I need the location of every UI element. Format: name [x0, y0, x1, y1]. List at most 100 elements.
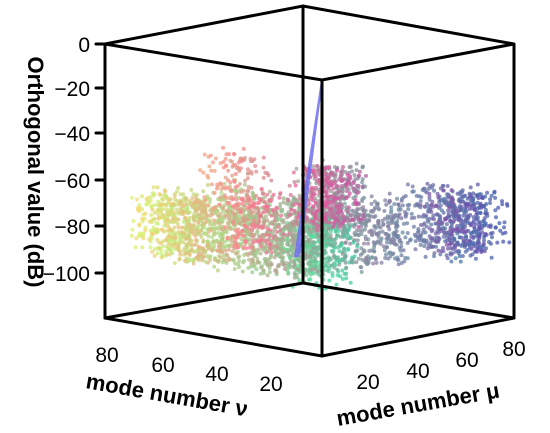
scatter-point [439, 208, 444, 213]
scatter-point [438, 214, 443, 219]
scatter-point [403, 194, 408, 198]
scatter-point [331, 186, 336, 191]
scatter-point [144, 202, 149, 207]
scatter-point [470, 252, 475, 257]
scatter-point [206, 154, 211, 159]
scatter-point [472, 244, 477, 249]
scatter-point [215, 268, 220, 273]
scatter-point [364, 255, 369, 260]
scatter-point [265, 218, 270, 223]
scatter-point [498, 228, 503, 233]
scatter-point [440, 197, 445, 202]
scatter-point [382, 248, 387, 253]
scatter-point [261, 232, 265, 237]
scatter-point [363, 222, 368, 227]
scatter-point [164, 194, 169, 199]
scatter-point [354, 201, 359, 206]
scatter-point [286, 197, 291, 202]
scatter-point [431, 213, 436, 218]
scatter-point [379, 236, 384, 241]
scatter-point [434, 212, 439, 217]
scatter-point [168, 219, 173, 224]
scatter-point [210, 248, 215, 253]
scatter-point [488, 197, 493, 202]
scatter-point [486, 224, 491, 229]
scatter-point [336, 245, 341, 250]
scatter-point [174, 207, 179, 212]
scatter-point [176, 225, 181, 230]
scatter-point [263, 170, 268, 175]
scatter-point [436, 248, 441, 253]
scatter-point [196, 245, 201, 250]
scatter-point [316, 246, 321, 250]
scatter-point [324, 188, 329, 193]
scatter-point [473, 228, 478, 233]
scatter-point [160, 202, 165, 207]
scatter-point [449, 224, 454, 229]
scatter-point [457, 229, 461, 234]
scatter-point [255, 205, 260, 210]
scatter-point [262, 200, 267, 205]
scatter-point [377, 207, 381, 212]
scatter-point [210, 235, 215, 240]
scatter-point [410, 184, 415, 189]
scatter-point [393, 213, 398, 217]
scatter-point [261, 220, 266, 225]
scatter-point [135, 197, 139, 202]
scatter-point [170, 202, 175, 207]
scatter-point [449, 188, 454, 193]
scatter-point [209, 168, 214, 173]
scatter-point [393, 242, 398, 247]
scatter-point [324, 213, 329, 218]
scatter-point [414, 193, 419, 198]
scatter-point [429, 222, 434, 227]
scatter-point [272, 226, 277, 231]
scatter-point [403, 235, 408, 240]
scatter-point [426, 219, 431, 224]
scatter-point [447, 236, 452, 241]
scatter-point [271, 212, 276, 217]
scatter-point [290, 234, 295, 239]
scatter-point [199, 200, 204, 205]
scatter-point [201, 209, 206, 214]
scatter-point [234, 191, 239, 196]
scatter-point [159, 251, 164, 256]
scatter-point [198, 232, 203, 237]
scatter-point [267, 270, 272, 275]
scatter-point [262, 195, 267, 200]
scatter-point [475, 240, 480, 245]
scatter-point [191, 214, 196, 219]
scatter-point [356, 225, 361, 229]
scatter-point [213, 156, 218, 161]
scatter-point [338, 225, 343, 230]
scatter-point [309, 249, 314, 254]
scatter-point [424, 238, 429, 243]
scatter-point [395, 234, 400, 239]
scatter-point [339, 209, 343, 214]
scatter-point [173, 232, 178, 237]
scatter-point [353, 222, 358, 227]
scatter-point [335, 256, 340, 261]
box-floor-left [103, 281, 305, 320]
scatter-point [404, 211, 409, 216]
scatter-point [472, 203, 477, 208]
scatter-point [157, 246, 162, 251]
scatter-point [360, 185, 365, 189]
scatter-point [197, 229, 202, 234]
scatter-point [359, 265, 364, 270]
scatter-point [246, 188, 251, 193]
y-tick-label: 40 [406, 360, 429, 383]
scatter-point [467, 195, 472, 200]
scatter-point [165, 210, 170, 215]
scatter-point [297, 197, 302, 201]
scatter-point [351, 260, 356, 265]
scatter-point [340, 213, 345, 218]
scatter-point [317, 234, 322, 239]
scatter-point [166, 233, 171, 238]
scatter-point [173, 218, 178, 223]
scatter-point [290, 225, 294, 230]
scatter-point [432, 251, 437, 256]
scatter-point [327, 165, 332, 169]
scatter-point [304, 244, 309, 249]
scatter-point [316, 179, 321, 184]
